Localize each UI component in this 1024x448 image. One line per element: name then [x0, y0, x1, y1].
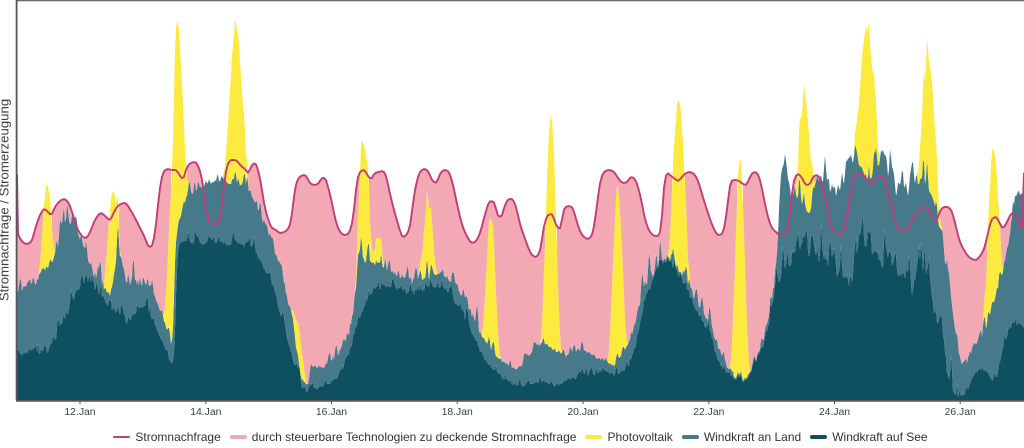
svg-text:16.Jan: 16.Jan	[316, 407, 347, 418]
svg-text:20.Jan: 20.Jan	[567, 407, 598, 418]
svg-text:14.Jan: 14.Jan	[190, 407, 221, 418]
svg-text:12.Jan: 12.Jan	[64, 407, 95, 418]
svg-text:18.Jan: 18.Jan	[442, 407, 473, 418]
svg-text:22.Jan: 22.Jan	[693, 407, 724, 418]
svg-text:24.Jan: 24.Jan	[819, 407, 850, 418]
svg-text:Stromnachfrage / Stromerzeugun: Stromnachfrage / Stromerzeugung	[0, 99, 12, 301]
svg-text:26.Jan: 26.Jan	[945, 407, 976, 418]
